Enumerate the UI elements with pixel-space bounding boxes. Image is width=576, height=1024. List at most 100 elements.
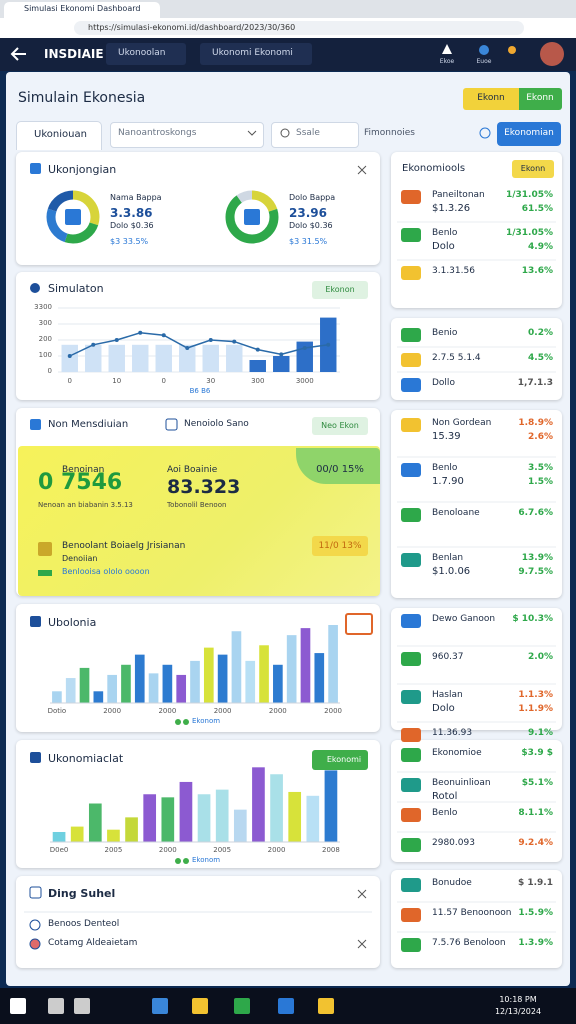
nav-item[interactable] — [200, 43, 312, 65]
row-name: 7.5.76 Benoloon — [432, 938, 506, 948]
row-value: Dolo — [432, 703, 455, 714]
nav-label[interactable]: Ukonomi Ekonomi — [212, 48, 293, 58]
x-tick-label: Dotio — [47, 707, 67, 715]
badge-label: Ekonn — [520, 164, 546, 173]
badge — [512, 160, 554, 178]
x-tick-label: 0 — [161, 377, 166, 385]
x-tick-label: 2000 — [213, 707, 232, 715]
row-change: 4.5% — [528, 353, 553, 363]
button[interactable] — [519, 88, 562, 110]
primary-button-label[interactable]: Ekonomian — [504, 128, 554, 138]
row-name: 2980.093 — [432, 838, 475, 848]
header-icon-label[interactable]: Euoe — [476, 58, 492, 65]
x-tick-label: D0e0 — [49, 846, 69, 854]
filter-tab-label[interactable]: Ukoniouan — [34, 129, 87, 140]
select-label[interactable]: Nanoantroskongs — [118, 128, 197, 138]
notes-card — [16, 876, 380, 968]
nav-label[interactable]: Ukonoolan — [118, 48, 166, 58]
card-title: Ubolonia — [48, 616, 97, 629]
badge-label: Neo Ekon — [321, 421, 359, 430]
row-change: 0.2% — [528, 328, 553, 338]
select[interactable] — [110, 122, 264, 148]
row-change: 1.1.3% — [518, 690, 553, 700]
note-item[interactable]: Cotamg Aldeaietam — [48, 938, 138, 948]
row-change: 61.5% — [521, 204, 553, 214]
row-change: $5.1% — [521, 778, 553, 788]
row-name: Non Gordean — [432, 418, 492, 428]
card-title: Ukonomiaclat — [48, 752, 124, 765]
row-change: 1.3.9% — [518, 938, 553, 948]
row-name: Benoloane — [432, 508, 480, 518]
row-name: Paneiltonan — [432, 190, 485, 200]
metric-label: Nama Bappa — [110, 193, 162, 202]
row-change: 9.2.4% — [518, 838, 553, 848]
row-change: 8.1.1% — [518, 808, 553, 818]
row-change: $ 10.3% — [512, 614, 553, 624]
header-icon-label[interactable]: Ekoe — [439, 58, 455, 65]
row-change: 13.9% — [521, 553, 553, 563]
x-tick-label: 2000 — [158, 846, 177, 854]
badge — [312, 750, 368, 770]
button-label[interactable]: Ekonn — [526, 93, 554, 103]
legend: Ekonom — [192, 856, 221, 864]
x-tick-label: 30 — [206, 377, 216, 385]
note-item[interactable]: Benoos Denteol — [48, 919, 120, 929]
row-change: 9.7.5% — [518, 567, 553, 577]
corner-label: 00/0 15% — [316, 464, 364, 475]
filter-tab[interactable] — [16, 121, 102, 150]
row-change: 1.8.9% — [518, 418, 553, 428]
app-title[interactable]: INSDIAIE — [44, 47, 104, 61]
metric-note: $3 31.5% — [289, 237, 328, 246]
metric-label: Aoi Boainie — [167, 465, 218, 475]
row-value: $1.3.26 — [432, 203, 471, 214]
browser-tab — [4, 2, 160, 18]
taskbar-time: 10:18 PM — [499, 995, 537, 1004]
legend: Ekonom — [192, 717, 221, 725]
row-change: 2.6% — [528, 432, 553, 442]
badge — [312, 536, 368, 556]
page-title: Simulain Ekonesia — [18, 90, 146, 106]
x-tick-label: 2005 — [213, 846, 232, 854]
metric-sub: Dolo $0.36 — [289, 221, 333, 230]
row-change: 1.5% — [528, 477, 553, 487]
filter-label[interactable]: Fimonnoies — [364, 128, 415, 138]
x-tick-label: 2005 — [104, 846, 123, 854]
footer-sub: Denoiian — [62, 554, 98, 563]
row-name: 11.57 Benoonoon — [432, 908, 512, 918]
x-tick-label: 2000 — [267, 846, 286, 854]
card-title: Simulaton — [48, 282, 104, 295]
metric-value: 3.3.86 — [110, 206, 153, 220]
row-name: 2.7.5 5.1.4 — [432, 353, 481, 363]
corner-badge — [296, 448, 380, 484]
row-name: Benio — [432, 328, 458, 338]
badge-label: 11/0 13% — [318, 541, 362, 551]
x-tick-label: 2008 — [322, 846, 340, 854]
row-change: 9.1% — [528, 728, 553, 738]
metric-note: Tobonolil Benoon — [167, 501, 227, 509]
x-tick-label: 2000 — [103, 707, 122, 715]
button[interactable] — [463, 88, 519, 110]
row-name: Haslan — [432, 690, 463, 700]
taskbar — [0, 988, 576, 1024]
row-value: Rotol — [432, 791, 458, 802]
badge — [312, 417, 368, 435]
row-value: 1.7.90 — [432, 476, 464, 487]
card-title: Non Mensdiuian — [48, 419, 129, 430]
avatar[interactable] — [540, 42, 564, 66]
primary-button[interactable] — [497, 122, 561, 146]
row-name: 11.36.93 — [432, 728, 473, 738]
metric-label: Benoinan — [62, 465, 105, 475]
button-label[interactable]: Ekonn — [477, 93, 505, 103]
footer-title: Benoolant Boiaelg Jrisianan — [62, 541, 186, 551]
x-tick-label: 2000 — [324, 707, 343, 715]
y-tick-label: 0 — [47, 367, 52, 375]
row-change: 1.5.9% — [518, 908, 553, 918]
nav-item[interactable] — [106, 43, 186, 65]
url-field — [74, 21, 524, 35]
metric-value: 23.96 — [289, 206, 327, 220]
footer-link[interactable]: Benlooisa ololo oooon — [62, 567, 150, 576]
row-change: 1.1.9% — [518, 704, 553, 714]
search-label[interactable]: Ssale — [296, 128, 320, 138]
row-change: 4.9% — [528, 242, 553, 252]
